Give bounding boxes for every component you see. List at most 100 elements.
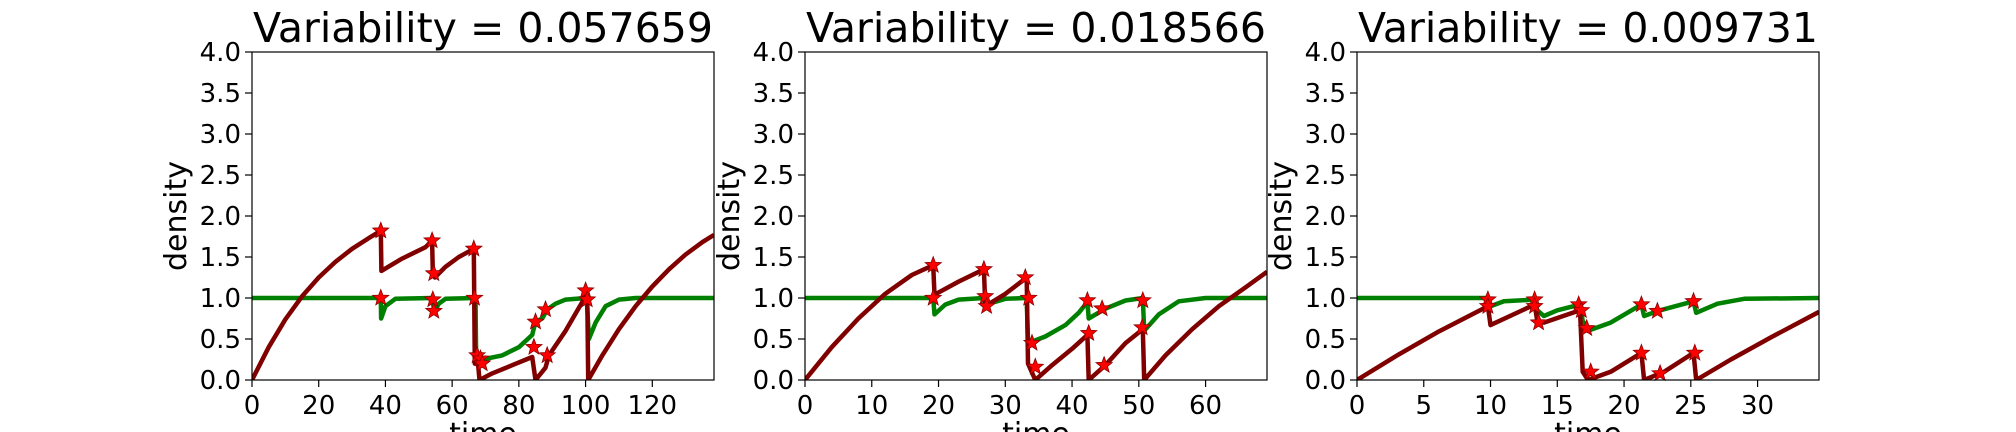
event-marker bbox=[1650, 363, 1670, 382]
event-marker bbox=[924, 288, 943, 306]
event-marker bbox=[1079, 323, 1098, 342]
event-marker bbox=[538, 345, 557, 364]
y-tick-label: 2.0 bbox=[753, 202, 794, 232]
event-marker bbox=[1478, 296, 1497, 315]
event-marker bbox=[1648, 301, 1667, 319]
event-marker bbox=[464, 239, 483, 257]
y-tick-label: 1.0 bbox=[200, 284, 241, 314]
y-tick-label: 1.5 bbox=[1305, 243, 1346, 273]
plot-frame bbox=[251, 51, 715, 381]
x-tick-label: 0 bbox=[244, 391, 261, 421]
chart-title: Variability = 0.018566 bbox=[806, 4, 1266, 52]
y-axis-label: density bbox=[712, 161, 747, 271]
y-tick-label: 3.0 bbox=[1305, 120, 1346, 150]
y-tick-label: 2.5 bbox=[753, 161, 794, 191]
y-tick-label: 1.0 bbox=[753, 284, 794, 314]
y-tick-label: 2.5 bbox=[200, 161, 241, 191]
event-marker bbox=[371, 221, 390, 239]
event-marker bbox=[1525, 296, 1544, 315]
event-marker bbox=[422, 230, 442, 249]
series-line-1 bbox=[252, 295, 714, 366]
x-tick-label: 25 bbox=[1674, 391, 1707, 421]
y-tick-label: 0.5 bbox=[1305, 325, 1346, 355]
y-tick-label: 1.5 bbox=[753, 243, 794, 273]
y-tick-label: 4.0 bbox=[753, 38, 794, 68]
plot-frame bbox=[804, 51, 1268, 381]
x-tick-label: 40 bbox=[369, 391, 402, 421]
event-marker bbox=[1572, 300, 1591, 319]
y-tick-label: 0.0 bbox=[200, 366, 241, 396]
event-marker bbox=[524, 337, 544, 356]
x-tick-label: 30 bbox=[1741, 391, 1774, 421]
x-axis-label: time bbox=[1554, 417, 1622, 432]
y-tick-label: 0.5 bbox=[753, 325, 794, 355]
y-tick-label: 4.0 bbox=[200, 38, 241, 68]
series-line-2 bbox=[805, 262, 1267, 380]
event-marker bbox=[1019, 288, 1038, 306]
event-marker bbox=[371, 288, 390, 306]
event-marker bbox=[1092, 299, 1112, 317]
y-tick-label: 4.0 bbox=[1305, 38, 1346, 68]
y-tick-label: 2.0 bbox=[1305, 202, 1346, 232]
y-tick-label: 0.0 bbox=[1305, 366, 1346, 396]
event-marker bbox=[1016, 267, 1035, 286]
event-marker bbox=[1581, 362, 1600, 380]
event-marker bbox=[974, 259, 994, 278]
y-tick-label: 3.5 bbox=[1305, 79, 1346, 109]
x-tick-label: 40 bbox=[1056, 391, 1089, 421]
event-marker bbox=[924, 255, 943, 274]
y-tick-label: 0.5 bbox=[200, 325, 241, 355]
y-tick-label: 3.5 bbox=[753, 79, 794, 109]
event-marker bbox=[526, 312, 545, 330]
event-marker bbox=[576, 280, 595, 299]
event-marker bbox=[1684, 291, 1703, 310]
y-tick-label: 2.5 bbox=[1305, 161, 1346, 191]
y-axis-label: density bbox=[159, 161, 194, 271]
event-marker bbox=[1685, 343, 1704, 361]
event-marker bbox=[424, 301, 443, 319]
x-tick-label: 60 bbox=[1189, 391, 1222, 421]
event-marker bbox=[1133, 290, 1152, 309]
event-marker bbox=[473, 353, 492, 372]
event-marker bbox=[1022, 333, 1042, 351]
x-tick-label: 20 bbox=[922, 391, 955, 421]
chart-panel-3: 0.0 0.5 1.0 1.5 2.0 2.5 3.0 3.5 4.0 0 5 10 15 20 25 30 V… bbox=[1264, 4, 1820, 432]
event-marker bbox=[536, 299, 555, 318]
plot-area bbox=[1357, 295, 1819, 380]
event-marker bbox=[578, 289, 597, 308]
x-tick-label: 5 bbox=[1415, 391, 1432, 421]
event-marker bbox=[424, 263, 443, 282]
event-marker bbox=[1133, 317, 1152, 336]
event-marker bbox=[1094, 355, 1114, 374]
event-marker bbox=[976, 286, 995, 305]
chart-title: Variability = 0.057659 bbox=[253, 4, 713, 52]
y-tick-label: 1.0 bbox=[1305, 284, 1346, 314]
x-tick-label: 20 bbox=[1608, 391, 1641, 421]
x-axis-label: time bbox=[1002, 417, 1070, 432]
y-tick-label: 3.0 bbox=[753, 120, 794, 150]
x-tick-label: 120 bbox=[627, 391, 677, 421]
chart-panel-1: 0.0 0.5 1.0 1.5 2.0 2.5 3.0 3.5 4.0 0 20 40 60 80 100 1… bbox=[159, 4, 715, 432]
event-marker bbox=[1632, 294, 1651, 313]
event-marker bbox=[423, 289, 442, 308]
y-tick-label: 1.5 bbox=[200, 243, 241, 273]
event-marker bbox=[1632, 343, 1651, 361]
x-axis-label: time bbox=[449, 417, 517, 432]
chart-panel-2: 0.0 0.5 1.0 1.5 2.0 2.5 3.0 3.5 4.0 0 10 20 30 40 50 60… bbox=[712, 4, 1268, 432]
x-tick-label: 100 bbox=[561, 391, 611, 421]
x-tick-label: 10 bbox=[855, 391, 888, 421]
x-tick-label: 0 bbox=[797, 391, 814, 421]
x-tick-label: 30 bbox=[989, 391, 1022, 421]
x-tick-label: 80 bbox=[502, 391, 535, 421]
y-tick-label: 3.0 bbox=[200, 120, 241, 150]
y-axis-label: density bbox=[1264, 161, 1299, 271]
x-tick-label: 50 bbox=[1122, 391, 1155, 421]
x-tick-label: 60 bbox=[436, 391, 469, 421]
event-marker bbox=[1078, 290, 1097, 309]
y-tick-label: 0.0 bbox=[753, 366, 794, 396]
x-tick-label: 0 bbox=[1349, 391, 1366, 421]
event-marker bbox=[1026, 357, 1045, 375]
event-marker bbox=[1577, 318, 1596, 337]
y-tick-label: 3.5 bbox=[200, 79, 241, 109]
